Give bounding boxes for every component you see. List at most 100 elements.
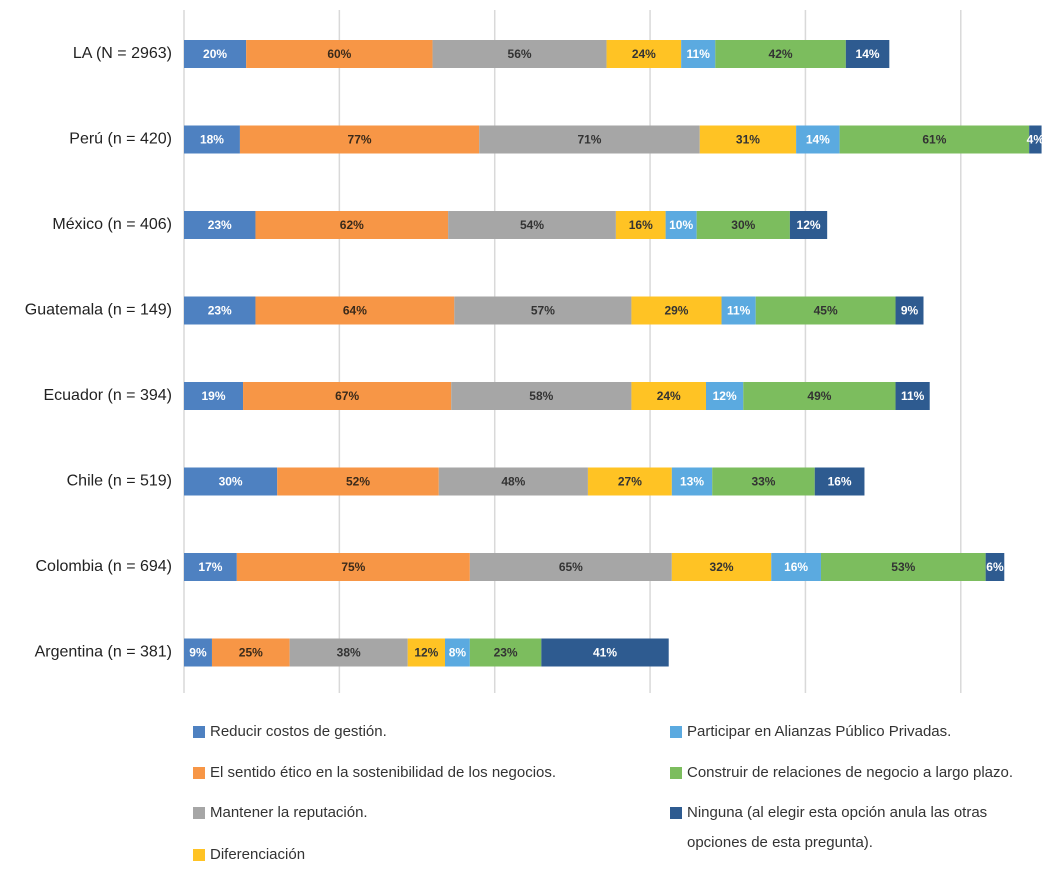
- legend-label: Mantener la reputación.: [210, 804, 368, 821]
- value-label: 23%: [208, 218, 232, 232]
- bar-segment: [895, 296, 924, 325]
- value-label: 24%: [632, 47, 656, 61]
- value-label: 41%: [593, 646, 617, 660]
- bar-segment: [671, 467, 713, 496]
- value-label: 75%: [341, 560, 365, 574]
- bar-segment: [445, 638, 470, 667]
- bar-segment: [289, 638, 408, 667]
- bar-segment: [814, 467, 865, 496]
- bar-segment: [587, 467, 672, 496]
- bar-segment: [665, 211, 697, 239]
- bar-segment: [696, 211, 790, 239]
- bar-segment: [236, 553, 470, 581]
- value-label: 61%: [922, 133, 946, 147]
- bar-segment: [469, 638, 542, 667]
- value-label: 12%: [414, 646, 438, 660]
- value-label: 12%: [713, 389, 737, 403]
- legend-swatch: [193, 767, 205, 779]
- legend-label: El sentido ético en la sostenibilidad de…: [210, 764, 557, 781]
- bar-segment: [631, 296, 722, 325]
- value-label: 9%: [189, 646, 207, 660]
- value-label: 19%: [202, 389, 226, 403]
- bar-segment: [845, 40, 890, 68]
- value-label: 17%: [198, 560, 222, 574]
- y-tick-label: Chile (n = 519): [67, 473, 172, 490]
- y-tick-label: Ecuador (n = 394): [43, 387, 172, 404]
- legend-swatch: [670, 726, 682, 738]
- value-label: 4%: [1027, 133, 1045, 147]
- bar-segment: [681, 40, 716, 68]
- bar-segment: [184, 296, 256, 325]
- value-label: 27%: [618, 475, 642, 489]
- value-label: 30%: [731, 218, 755, 232]
- bar-segment: [1029, 125, 1042, 154]
- bar-segment: [184, 553, 237, 581]
- bar-segment: [184, 40, 247, 68]
- value-label: 57%: [531, 304, 555, 318]
- bar-segment: [469, 553, 672, 581]
- bar-segment: [721, 296, 756, 325]
- value-label: 67%: [335, 389, 359, 403]
- value-label: 32%: [710, 560, 734, 574]
- bar-segment: [796, 125, 840, 154]
- value-label: 48%: [501, 475, 525, 489]
- value-label: 31%: [736, 133, 760, 147]
- bar-segment: [743, 382, 896, 410]
- legend-label: Reducir costos de gestión.: [210, 723, 387, 740]
- bar-segment: [606, 40, 682, 68]
- bar-segment: [451, 382, 632, 410]
- y-tick-label: Guatemala (n = 149): [25, 302, 172, 319]
- bar-segment: [184, 382, 244, 410]
- value-label: 6%: [986, 560, 1004, 574]
- value-label: 53%: [891, 560, 915, 574]
- legend-label: Ninguna (al elegir esta opción anula las…: [687, 804, 988, 851]
- value-label: 38%: [337, 646, 361, 660]
- bar-segment: [699, 125, 797, 154]
- bar-segment: [771, 553, 821, 581]
- value-label: 18%: [200, 133, 224, 147]
- value-label: 71%: [577, 133, 601, 147]
- value-label: 30%: [219, 475, 243, 489]
- bar-segment: [706, 382, 744, 410]
- value-label: 65%: [559, 560, 583, 574]
- value-label: 52%: [346, 475, 370, 489]
- value-label: 49%: [807, 389, 831, 403]
- y-tick-label: Perú (n = 420): [69, 131, 172, 148]
- bar-segment: [184, 211, 256, 239]
- value-label: 29%: [664, 304, 688, 318]
- value-label: 11%: [687, 47, 711, 61]
- value-label: 45%: [814, 304, 838, 318]
- bar-segment: [615, 211, 666, 239]
- bar-segment: [184, 638, 212, 667]
- value-label: 42%: [769, 47, 793, 61]
- bar-segment: [448, 211, 616, 239]
- bar-segment: [839, 125, 1030, 154]
- bar-segment: [789, 211, 828, 239]
- value-label: 16%: [629, 218, 653, 232]
- bar-segment: [755, 296, 896, 325]
- value-label: 64%: [343, 304, 367, 318]
- bar-segment: [438, 467, 588, 496]
- bar-segment: [985, 553, 1005, 581]
- bar-segment: [246, 40, 433, 68]
- bar-segment: [631, 382, 706, 410]
- value-label: 11%: [727, 304, 751, 318]
- bar-segment: [715, 40, 846, 68]
- legend-swatch: [670, 807, 682, 819]
- y-tick-label: Argentina (n = 381): [35, 644, 172, 661]
- value-label: 24%: [657, 389, 681, 403]
- value-label: 16%: [828, 475, 852, 489]
- value-label: 23%: [494, 646, 518, 660]
- bar-segment: [277, 467, 439, 496]
- y-tick-label: México (n = 406): [52, 216, 172, 233]
- value-label: 9%: [901, 304, 919, 318]
- bar-segment: [184, 125, 240, 154]
- value-label: 33%: [751, 475, 775, 489]
- value-label: 10%: [669, 218, 693, 232]
- value-label: 62%: [340, 218, 364, 232]
- legend-swatch: [670, 767, 682, 779]
- value-label: 11%: [901, 389, 925, 403]
- value-label: 77%: [348, 133, 372, 147]
- y-tick-label: Colombia (n = 694): [35, 558, 172, 575]
